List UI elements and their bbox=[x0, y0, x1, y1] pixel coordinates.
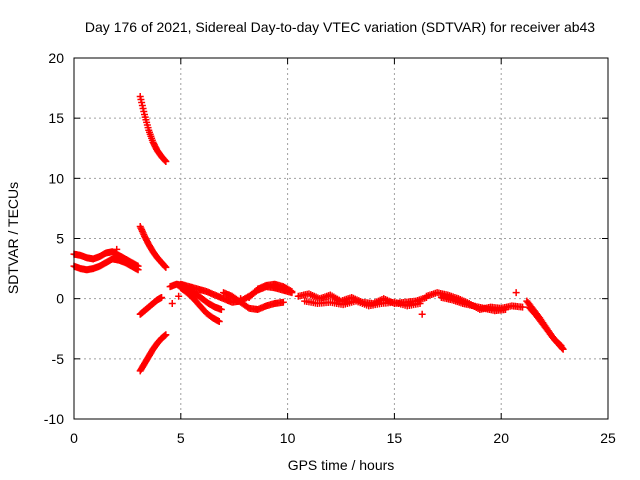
x-tick-label: 0 bbox=[70, 430, 78, 446]
data-point bbox=[168, 299, 176, 307]
data-point bbox=[519, 303, 527, 311]
data-point bbox=[215, 318, 223, 326]
data-point bbox=[113, 245, 121, 253]
y-tick-label: 0 bbox=[56, 291, 64, 307]
data-point bbox=[416, 299, 424, 307]
data-point bbox=[175, 292, 183, 300]
plot-frame bbox=[73, 57, 609, 420]
series-arc-rising bbox=[136, 293, 166, 318]
y-tick-label: -10 bbox=[44, 411, 64, 427]
series-mid-e bbox=[245, 280, 296, 301]
data-point bbox=[418, 310, 426, 318]
y-tick-label: -5 bbox=[52, 351, 65, 367]
data-points bbox=[70, 93, 567, 375]
x-tick-label: 15 bbox=[387, 430, 403, 446]
x-tick-label: 25 bbox=[600, 430, 616, 446]
data-point bbox=[162, 331, 170, 339]
x-tick-label: 10 bbox=[280, 430, 296, 446]
series-arc-upper bbox=[136, 222, 170, 271]
grid bbox=[74, 58, 608, 419]
x-tick-label: 5 bbox=[177, 430, 185, 446]
axis-ticks: 0 5 10 15 20 25 -10 -5 0 5 10 15 20 bbox=[44, 50, 616, 446]
data-point bbox=[162, 157, 170, 165]
data-point bbox=[288, 287, 296, 295]
data-point bbox=[501, 305, 509, 313]
data-point bbox=[279, 298, 287, 306]
y-axis-label: SDTVAR / TECUs bbox=[5, 182, 21, 294]
chart-title: Day 176 of 2021, Sidereal Day-to-day VTE… bbox=[85, 19, 595, 35]
series-arc-lower bbox=[136, 331, 170, 375]
data-point bbox=[556, 341, 564, 349]
series-outliers bbox=[113, 245, 520, 318]
data-point bbox=[512, 289, 520, 297]
data-point bbox=[559, 345, 567, 353]
y-tick-label: 10 bbox=[48, 170, 64, 186]
series-mid-d bbox=[220, 289, 287, 313]
data-point bbox=[237, 295, 245, 303]
y-tick-label: 20 bbox=[48, 50, 64, 66]
series-late-b bbox=[437, 293, 509, 315]
data-point bbox=[557, 342, 565, 350]
series-early-a bbox=[70, 248, 142, 270]
data-point bbox=[158, 293, 166, 301]
data-point bbox=[286, 287, 294, 295]
data-point bbox=[217, 305, 225, 313]
data-point bbox=[162, 263, 170, 271]
series-early-b bbox=[70, 255, 142, 274]
series-arc-high bbox=[136, 93, 170, 165]
x-tick-label: 20 bbox=[493, 430, 509, 446]
data-point bbox=[134, 266, 142, 274]
x-axis-label: GPS time / hours bbox=[288, 457, 395, 473]
series-flat-b bbox=[301, 297, 424, 310]
y-tick-label: 5 bbox=[56, 231, 64, 247]
y-tick-label: 15 bbox=[48, 110, 64, 126]
series-descent-b bbox=[525, 303, 565, 350]
